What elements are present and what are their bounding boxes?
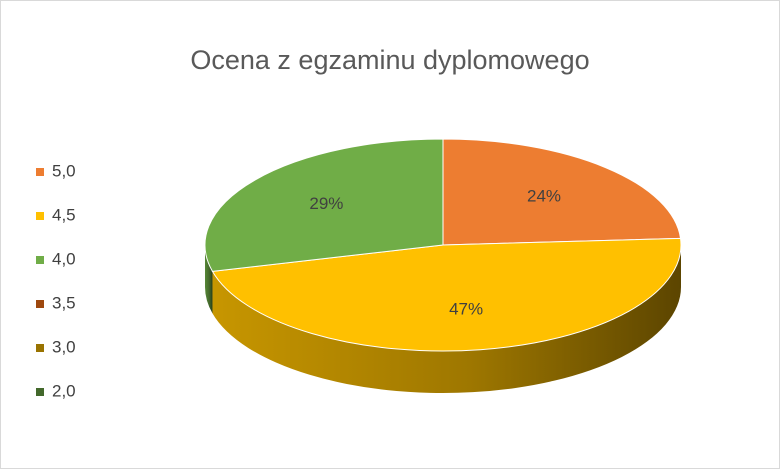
legend-swatch — [36, 212, 44, 220]
legend-swatch — [36, 256, 44, 264]
slice — [211, 237, 682, 352]
slice — [204, 138, 444, 272]
legend-swatch — [36, 168, 44, 176]
data-label: 24% — [527, 187, 561, 206]
legend-label: 3,5 — [52, 293, 76, 312]
legend-label: 2,0 — [52, 381, 76, 400]
data-label: 29% — [309, 194, 343, 213]
legend-swatch — [36, 388, 44, 396]
chart-title: Ocena z egzaminu dyplomowego — [190, 45, 589, 75]
legend-swatch — [36, 300, 44, 308]
legend-label: 5,0 — [52, 161, 76, 180]
slice-side — [205, 245, 213, 314]
legend-label: 4,5 — [52, 205, 76, 224]
data-label: 47% — [449, 299, 483, 318]
slice-side — [212, 245, 681, 393]
slice — [442, 138, 682, 246]
legend-swatch — [36, 344, 44, 352]
legend-label: 4,0 — [52, 249, 76, 268]
legend-label: 3,0 — [52, 337, 76, 356]
